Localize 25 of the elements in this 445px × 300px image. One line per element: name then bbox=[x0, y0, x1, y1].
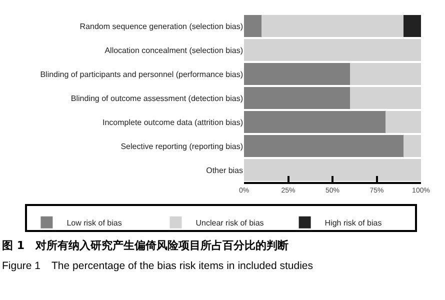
y-tick-label: Incomplete outcome data (attrition bias) bbox=[102, 118, 244, 127]
y-tick-label: Blinding of outcome assessment (detection bias) bbox=[70, 94, 244, 103]
bar bbox=[403, 14, 421, 38]
caption: 图 1 对所有纳入研究产生偏倚风险项目所占百分比的判断 bbox=[2, 239, 288, 252]
bar bbox=[244, 38, 421, 62]
legend-label: High risk of bias bbox=[324, 218, 382, 228]
bar bbox=[244, 86, 350, 110]
bar bbox=[350, 62, 421, 86]
y-tick-label: Blinding of participants and personnel (performance bias) bbox=[40, 70, 244, 79]
caption: Figure 1 The percentage of the bias risk items in included studies bbox=[2, 260, 313, 272]
bar bbox=[386, 110, 421, 134]
bar bbox=[244, 62, 350, 86]
bar bbox=[244, 134, 404, 158]
bar bbox=[244, 110, 386, 134]
y-tick-label: Selective reporting (reporting bias) bbox=[120, 142, 244, 151]
legend-label: Low risk of bias bbox=[66, 218, 122, 228]
y-tick-label: Allocation concealment (selection bias) bbox=[104, 46, 244, 55]
bar bbox=[244, 158, 421, 182]
bar bbox=[262, 14, 404, 38]
bar bbox=[244, 14, 262, 38]
bar bbox=[350, 86, 421, 110]
legend-label: Unclear risk of bias bbox=[196, 218, 264, 228]
y-tick-label: Other bias bbox=[206, 166, 243, 175]
bar bbox=[403, 134, 421, 158]
y-tick-label: Random sequence generation (selection bias) bbox=[80, 22, 244, 31]
